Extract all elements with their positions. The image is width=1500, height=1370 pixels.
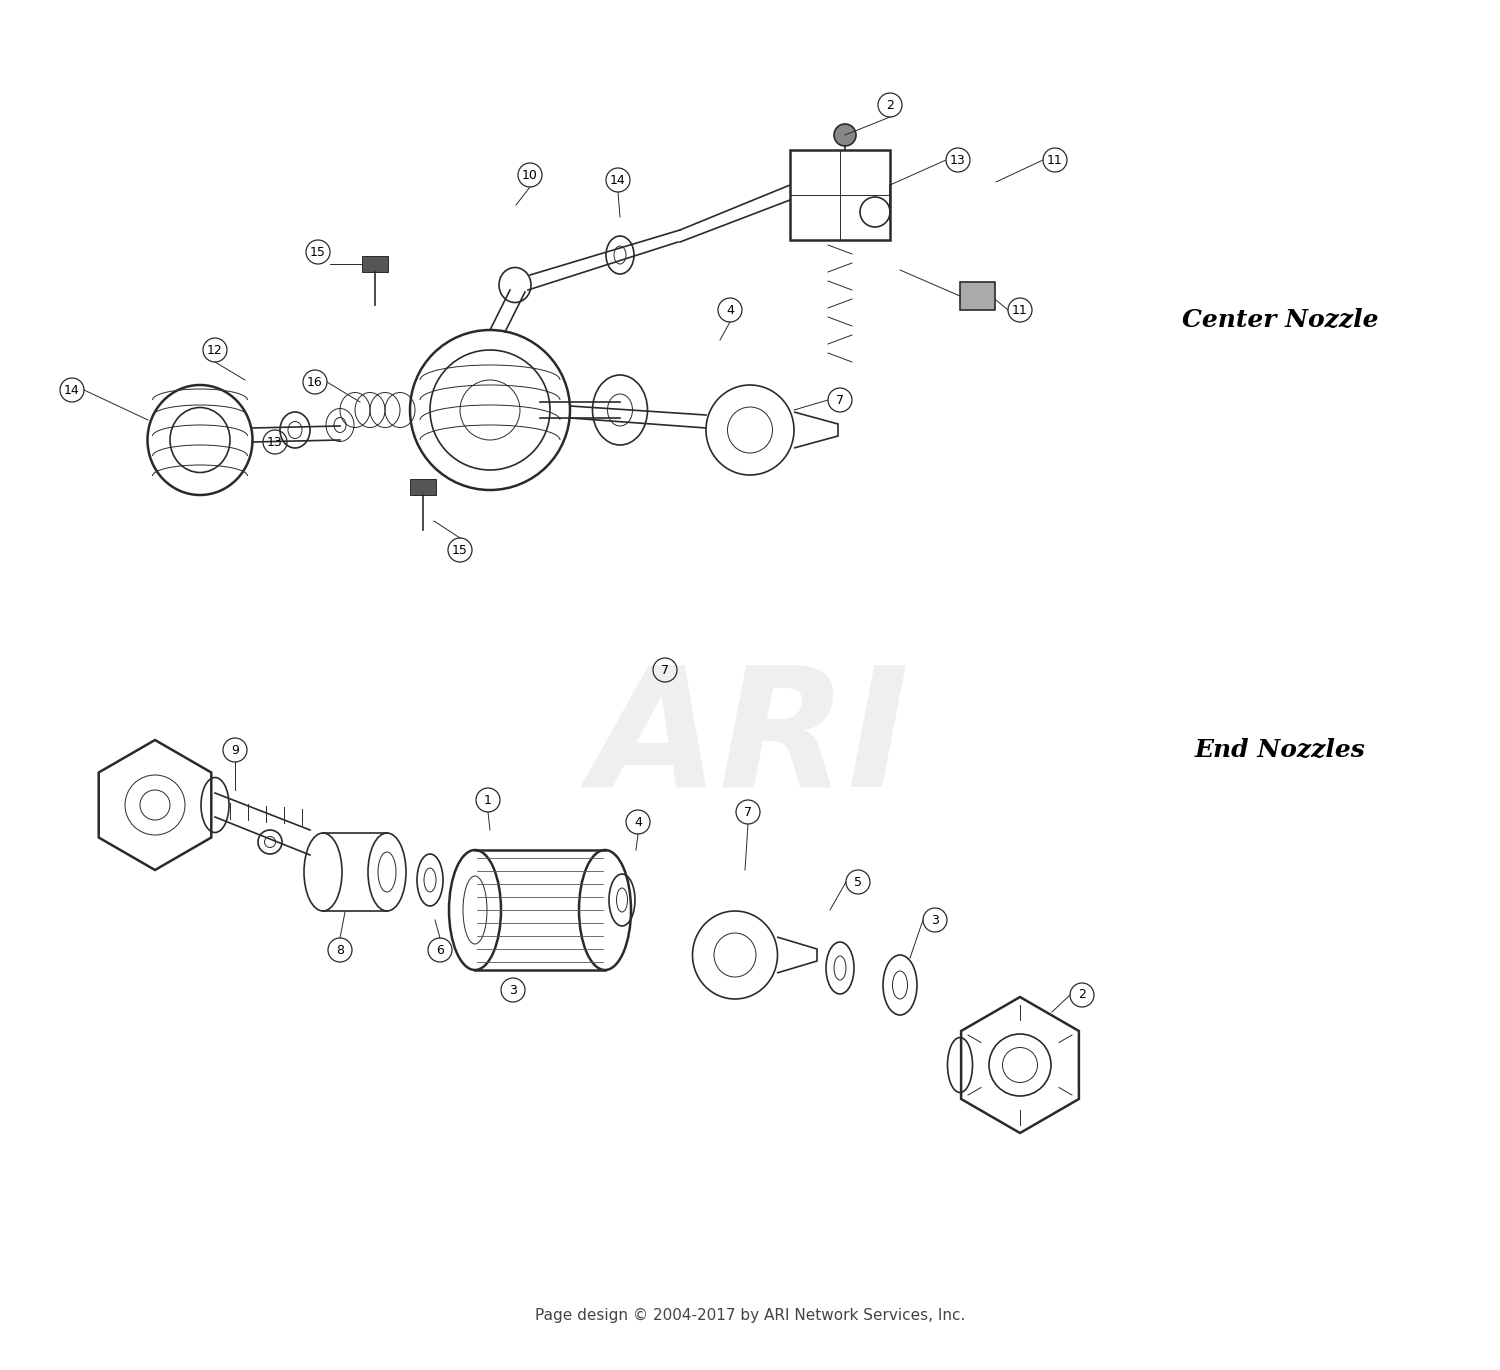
Text: 3: 3 <box>509 984 518 996</box>
FancyBboxPatch shape <box>410 479 436 495</box>
Text: 2: 2 <box>1078 989 1086 1001</box>
Text: 14: 14 <box>610 174 626 186</box>
Text: 11: 11 <box>1013 304 1028 316</box>
Text: 11: 11 <box>1047 153 1064 167</box>
Text: 15: 15 <box>452 544 468 556</box>
Text: 1: 1 <box>484 793 492 807</box>
Text: Center Nozzle: Center Nozzle <box>1182 308 1378 332</box>
Text: 3: 3 <box>932 914 939 926</box>
Text: 15: 15 <box>310 245 326 259</box>
FancyBboxPatch shape <box>362 256 388 273</box>
Text: 12: 12 <box>207 344 224 356</box>
Text: End Nozzles: End Nozzles <box>1194 738 1365 762</box>
Text: 5: 5 <box>853 875 862 889</box>
Text: 7: 7 <box>662 663 669 677</box>
Text: 16: 16 <box>308 375 322 389</box>
FancyBboxPatch shape <box>960 282 994 310</box>
Text: 13: 13 <box>267 436 284 448</box>
Text: 14: 14 <box>64 384 80 396</box>
Text: 6: 6 <box>436 944 444 956</box>
Text: 7: 7 <box>744 806 752 818</box>
Text: 7: 7 <box>836 393 844 407</box>
Text: 8: 8 <box>336 944 344 956</box>
Text: 2: 2 <box>886 99 894 111</box>
Text: ARI: ARI <box>591 659 909 822</box>
Text: Page design © 2004-2017 by ARI Network Services, Inc.: Page design © 2004-2017 by ARI Network S… <box>536 1307 964 1322</box>
Text: 10: 10 <box>522 169 538 181</box>
Text: 4: 4 <box>634 815 642 829</box>
Text: 13: 13 <box>950 153 966 167</box>
Text: 4: 4 <box>726 304 734 316</box>
Text: 9: 9 <box>231 744 238 756</box>
Ellipse shape <box>834 125 856 147</box>
